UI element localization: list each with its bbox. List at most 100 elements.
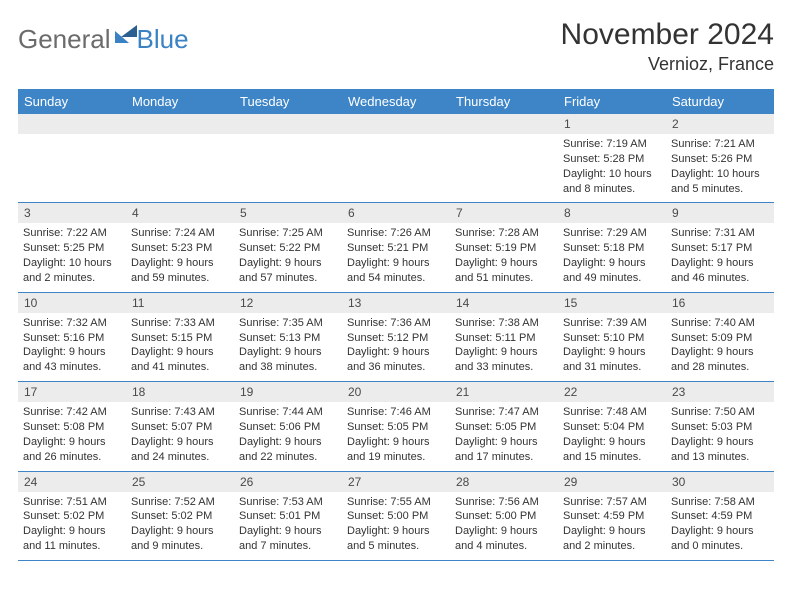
day-body: Sunrise: 7:22 AMSunset: 5:25 PMDaylight:… xyxy=(18,223,126,291)
logo-text-general: General xyxy=(18,24,111,55)
month-title: November 2024 xyxy=(561,18,774,52)
sunrise-text: Sunrise: 7:36 AM xyxy=(347,316,445,331)
daylight-text: Daylight: 9 hours and 41 minutes. xyxy=(131,345,229,375)
day-number: 22 xyxy=(558,382,666,402)
day-cell: 11Sunrise: 7:33 AMSunset: 5:15 PMDayligh… xyxy=(126,293,234,381)
day-cell: 3Sunrise: 7:22 AMSunset: 5:25 PMDaylight… xyxy=(18,203,126,291)
day-cell: 9Sunrise: 7:31 AMSunset: 5:17 PMDaylight… xyxy=(666,203,774,291)
daylight-text: Daylight: 9 hours and 7 minutes. xyxy=(239,524,337,554)
day-body: Sunrise: 7:42 AMSunset: 5:08 PMDaylight:… xyxy=(18,402,126,470)
sunset-text: Sunset: 5:05 PM xyxy=(455,420,553,435)
day-body xyxy=(18,134,126,143)
sunset-text: Sunset: 5:25 PM xyxy=(23,241,121,256)
day-body xyxy=(342,134,450,143)
day-cell xyxy=(450,114,558,202)
title-block: November 2024 Vernioz, France xyxy=(561,18,774,75)
sunset-text: Sunset: 5:21 PM xyxy=(347,241,445,256)
daylight-text: Daylight: 9 hours and 46 minutes. xyxy=(671,256,769,286)
day-number: 12 xyxy=(234,293,342,313)
sunset-text: Sunset: 5:26 PM xyxy=(671,152,769,167)
day-number: 26 xyxy=(234,472,342,492)
day-body: Sunrise: 7:31 AMSunset: 5:17 PMDaylight:… xyxy=(666,223,774,291)
sunset-text: Sunset: 5:00 PM xyxy=(455,509,553,524)
day-body: Sunrise: 7:50 AMSunset: 5:03 PMDaylight:… xyxy=(666,402,774,470)
day-cell: 7Sunrise: 7:28 AMSunset: 5:19 PMDaylight… xyxy=(450,203,558,291)
day-number: 25 xyxy=(126,472,234,492)
day-cell: 6Sunrise: 7:26 AMSunset: 5:21 PMDaylight… xyxy=(342,203,450,291)
day-header-row: Sunday Monday Tuesday Wednesday Thursday… xyxy=(18,89,774,114)
sunrise-text: Sunrise: 7:50 AM xyxy=(671,405,769,420)
day-body: Sunrise: 7:25 AMSunset: 5:22 PMDaylight:… xyxy=(234,223,342,291)
day-body: Sunrise: 7:51 AMSunset: 5:02 PMDaylight:… xyxy=(18,492,126,560)
day-header-wed: Wednesday xyxy=(342,89,450,114)
day-number: 23 xyxy=(666,382,774,402)
day-number: 29 xyxy=(558,472,666,492)
sunset-text: Sunset: 5:09 PM xyxy=(671,331,769,346)
day-header-mon: Monday xyxy=(126,89,234,114)
sunset-text: Sunset: 5:02 PM xyxy=(23,509,121,524)
daylight-text: Daylight: 9 hours and 59 minutes. xyxy=(131,256,229,286)
sunset-text: Sunset: 5:04 PM xyxy=(563,420,661,435)
sunset-text: Sunset: 5:03 PM xyxy=(671,420,769,435)
daylight-text: Daylight: 9 hours and 11 minutes. xyxy=(23,524,121,554)
daylight-text: Daylight: 9 hours and 57 minutes. xyxy=(239,256,337,286)
week-row: 17Sunrise: 7:42 AMSunset: 5:08 PMDayligh… xyxy=(18,382,774,471)
sunset-text: Sunset: 5:22 PM xyxy=(239,241,337,256)
sunset-text: Sunset: 5:19 PM xyxy=(455,241,553,256)
day-number: 5 xyxy=(234,203,342,223)
sunrise-text: Sunrise: 7:38 AM xyxy=(455,316,553,331)
sunset-text: Sunset: 5:13 PM xyxy=(239,331,337,346)
sunset-text: Sunset: 5:17 PM xyxy=(671,241,769,256)
day-cell xyxy=(342,114,450,202)
daylight-text: Daylight: 9 hours and 51 minutes. xyxy=(455,256,553,286)
day-number: 19 xyxy=(234,382,342,402)
day-number: 30 xyxy=(666,472,774,492)
daylight-text: Daylight: 9 hours and 31 minutes. xyxy=(563,345,661,375)
day-cell: 27Sunrise: 7:55 AMSunset: 5:00 PMDayligh… xyxy=(342,472,450,560)
day-body: Sunrise: 7:58 AMSunset: 4:59 PMDaylight:… xyxy=(666,492,774,560)
day-body: Sunrise: 7:33 AMSunset: 5:15 PMDaylight:… xyxy=(126,313,234,381)
sunrise-text: Sunrise: 7:52 AM xyxy=(131,495,229,510)
logo-mark-icon xyxy=(115,25,137,43)
day-cell xyxy=(126,114,234,202)
sunrise-text: Sunrise: 7:46 AM xyxy=(347,405,445,420)
day-cell xyxy=(18,114,126,202)
day-cell: 23Sunrise: 7:50 AMSunset: 5:03 PMDayligh… xyxy=(666,382,774,470)
daylight-text: Daylight: 9 hours and 19 minutes. xyxy=(347,435,445,465)
daylight-text: Daylight: 9 hours and 2 minutes. xyxy=(563,524,661,554)
sunrise-text: Sunrise: 7:29 AM xyxy=(563,226,661,241)
sunset-text: Sunset: 5:02 PM xyxy=(131,509,229,524)
day-body xyxy=(126,134,234,143)
daylight-text: Daylight: 9 hours and 33 minutes. xyxy=(455,345,553,375)
week-row: 24Sunrise: 7:51 AMSunset: 5:02 PMDayligh… xyxy=(18,472,774,561)
day-cell: 19Sunrise: 7:44 AMSunset: 5:06 PMDayligh… xyxy=(234,382,342,470)
sunrise-text: Sunrise: 7:24 AM xyxy=(131,226,229,241)
day-number: 4 xyxy=(126,203,234,223)
sunrise-text: Sunrise: 7:48 AM xyxy=(563,405,661,420)
daylight-text: Daylight: 9 hours and 36 minutes. xyxy=(347,345,445,375)
day-body: Sunrise: 7:55 AMSunset: 5:00 PMDaylight:… xyxy=(342,492,450,560)
daylight-text: Daylight: 9 hours and 38 minutes. xyxy=(239,345,337,375)
sunrise-text: Sunrise: 7:42 AM xyxy=(23,405,121,420)
logo: General Blue xyxy=(18,24,189,55)
day-header-fri: Friday xyxy=(558,89,666,114)
day-number xyxy=(234,114,342,134)
day-body xyxy=(450,134,558,143)
sunrise-text: Sunrise: 7:58 AM xyxy=(671,495,769,510)
location-label: Vernioz, France xyxy=(561,54,774,75)
day-cell: 13Sunrise: 7:36 AMSunset: 5:12 PMDayligh… xyxy=(342,293,450,381)
daylight-text: Daylight: 10 hours and 2 minutes. xyxy=(23,256,121,286)
day-number: 10 xyxy=(18,293,126,313)
sunrise-text: Sunrise: 7:33 AM xyxy=(131,316,229,331)
day-number: 15 xyxy=(558,293,666,313)
day-body: Sunrise: 7:32 AMSunset: 5:16 PMDaylight:… xyxy=(18,313,126,381)
daylight-text: Daylight: 9 hours and 4 minutes. xyxy=(455,524,553,554)
day-body: Sunrise: 7:21 AMSunset: 5:26 PMDaylight:… xyxy=(666,134,774,202)
day-cell: 8Sunrise: 7:29 AMSunset: 5:18 PMDaylight… xyxy=(558,203,666,291)
sunrise-text: Sunrise: 7:35 AM xyxy=(239,316,337,331)
day-body: Sunrise: 7:57 AMSunset: 4:59 PMDaylight:… xyxy=(558,492,666,560)
sunrise-text: Sunrise: 7:21 AM xyxy=(671,137,769,152)
day-cell: 22Sunrise: 7:48 AMSunset: 5:04 PMDayligh… xyxy=(558,382,666,470)
sunrise-text: Sunrise: 7:57 AM xyxy=(563,495,661,510)
sunset-text: Sunset: 5:16 PM xyxy=(23,331,121,346)
